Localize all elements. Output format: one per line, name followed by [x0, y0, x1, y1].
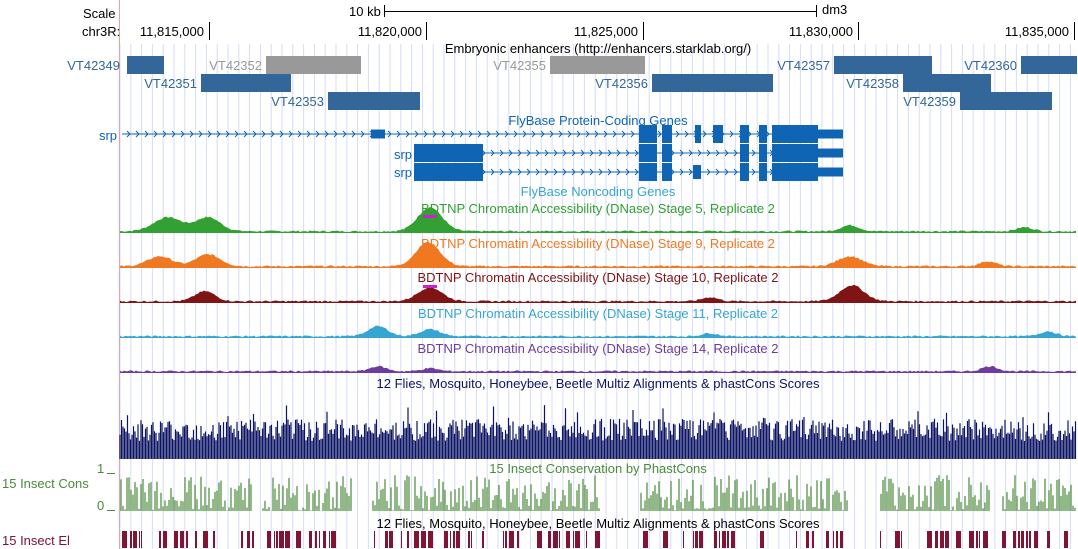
assembly-label: dm3	[822, 2, 848, 17]
scale-bar-right-tick	[816, 5, 817, 17]
track-title-protein-coding-genes[interactable]: FlyBase Protein-Coding Genes	[508, 113, 688, 128]
ruler-tick	[858, 22, 859, 40]
phastcons-side-label[interactable]: 15 Insect Cons	[2, 476, 89, 491]
enhancer-feature-vt42355[interactable]	[550, 56, 645, 74]
ruler-tick-label: 11,830,000	[788, 24, 853, 39]
scale-bar-left-tick	[384, 5, 385, 17]
enhancer-feature-vt42358[interactable]	[903, 74, 991, 92]
phastcons-axis-min-tick	[107, 510, 115, 511]
ruler-tick-label: 11,835,000	[1004, 24, 1069, 39]
track-title-dnase-stage10[interactable]: BDTNP Chromatin Accessibility (DNase) St…	[417, 270, 779, 285]
track-title-enhancers[interactable]: Embryonic enhancers (http://enhancers.st…	[444, 41, 752, 56]
ruler-tick	[426, 22, 427, 40]
gene-label-srp[interactable]: srp	[98, 128, 117, 143]
scale-label: Scale	[83, 6, 116, 21]
enhancer-feature-vt42353[interactable]	[328, 92, 420, 110]
enhancer-feature-vt42359[interactable]	[960, 92, 1052, 110]
scale-bar-label: 10 kb	[349, 4, 381, 19]
phastcons-axis-min: 0	[97, 498, 105, 513]
enhancer-label-vt42360[interactable]: VT42360	[964, 58, 1017, 73]
phastcons-axis-max: 1	[97, 461, 105, 476]
enhancer-label-vt42355[interactable]: VT42355	[493, 58, 546, 73]
enhancer-label-vt42357[interactable]: VT42357	[777, 58, 830, 73]
track-title-dnase-stage14[interactable]: BDTNP Chromatin Accessibility (DNase) St…	[417, 341, 779, 356]
track-title-dnase-stage9[interactable]: BDTNP Chromatin Accessibility (DNase) St…	[421, 236, 775, 251]
enhancer-label-vt42358[interactable]: VT42358	[846, 76, 899, 91]
elements-side-label[interactable]: 15 Insect El	[2, 533, 70, 548]
enhancer-feature-vt42352[interactable]	[266, 56, 361, 74]
track-title-phastcons[interactable]: 15 Insect Conservation by PhastCons	[489, 461, 707, 476]
track-title-noncoding-genes[interactable]: FlyBase Noncoding Genes	[520, 184, 676, 199]
track-title-dnase-stage11[interactable]: BDTNP Chromatin Accessibility (DNase) St…	[417, 306, 779, 321]
track-title-phastcons-elements[interactable]: 12 Flies, Mosquito, Honeybee, Beetle Mul…	[376, 516, 820, 531]
enhancer-label-vt42351[interactable]: VT42351	[144, 76, 197, 91]
ruler-tick	[643, 22, 644, 40]
track-title-dnase-stage5[interactable]: BDTNP Chromatin Accessibility (DNase) St…	[421, 201, 775, 216]
enhancer-feature-vt42349[interactable]	[127, 56, 164, 74]
enhancer-feature-vt42360[interactable]	[1021, 56, 1077, 74]
ruler-tick-label: 11,825,000	[573, 24, 638, 39]
enhancer-label-vt42353[interactable]: VT42353	[271, 94, 324, 109]
enhancer-feature-vt42357[interactable]	[834, 56, 932, 74]
enhancer-label-vt42359[interactable]: VT42359	[903, 94, 956, 109]
enhancer-feature-vt42351[interactable]	[201, 74, 291, 92]
chrom-label: chr3R:	[82, 24, 121, 39]
track-title-multiz[interactable]: 12 Flies, Mosquito, Honeybee, Beetle Mul…	[376, 376, 820, 391]
scale-bar-line	[385, 11, 816, 12]
enhancer-label-vt42356[interactable]: VT42356	[595, 76, 648, 91]
enhancer-feature-vt42356[interactable]	[652, 74, 773, 92]
enhancer-label-vt42349[interactable]: VT42349	[67, 58, 120, 73]
ruler-tick	[1074, 22, 1075, 40]
phastcons-axis-max-tick	[107, 473, 115, 474]
enhancer-label-vt42352[interactable]: VT42352	[209, 58, 262, 73]
gene-label-srp[interactable]: srp	[393, 147, 412, 162]
ruler-tick	[209, 22, 210, 40]
gene-label-srp[interactable]: srp	[393, 165, 412, 180]
ruler-tick-label: 11,820,000	[357, 24, 422, 39]
ruler-tick-label: 11,815,000	[139, 24, 204, 39]
